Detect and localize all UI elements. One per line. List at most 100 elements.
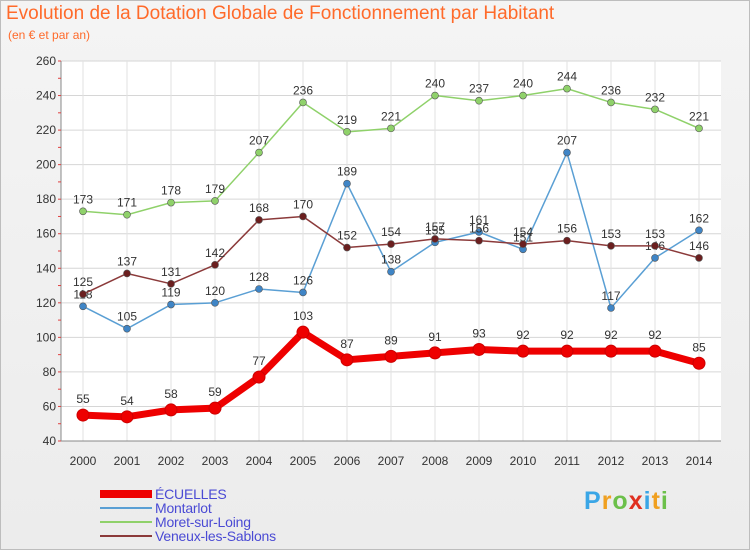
x-tick-label: 2005 <box>290 454 317 468</box>
y-tick-label: 100 <box>36 330 56 344</box>
proxiti-logo: Proxiti <box>584 487 669 516</box>
data-label-montarlot: 105 <box>117 310 137 324</box>
x-tick-label: 2006 <box>334 454 361 468</box>
y-tick-label: 80 <box>43 365 57 379</box>
data-point-veneux-les-sablons <box>79 290 87 298</box>
data-label-montarlot: 117 <box>601 289 620 303</box>
data-point-montarlot <box>255 285 263 293</box>
data-label-cuelles: 92 <box>516 328 530 342</box>
data-label-veneux-les-sablons: 153 <box>601 227 621 241</box>
y-tick-label: 260 <box>36 54 56 68</box>
x-tick-label: 2008 <box>422 454 449 468</box>
data-label-moret-sur-loing: 240 <box>513 77 533 91</box>
data-point-moret-sur-loing <box>651 105 659 114</box>
data-point-cuelles <box>208 401 222 415</box>
y-tick-label: 180 <box>36 192 56 206</box>
x-tick-label: 2009 <box>466 454 493 468</box>
logo-letter: i <box>643 487 652 515</box>
data-point-cuelles <box>472 342 486 356</box>
data-point-cuelles <box>428 346 442 360</box>
data-point-moret-sur-loing <box>475 96 483 105</box>
data-label-cuelles: 58 <box>164 387 178 401</box>
legend-swatch-ecuelles <box>100 490 152 498</box>
data-label-moret-sur-loing: 244 <box>557 70 577 84</box>
data-label-moret-sur-loing: 179 <box>205 182 225 196</box>
logo-letter: P <box>584 487 602 515</box>
data-point-veneux-les-sablons <box>387 240 395 248</box>
data-label-cuelles: 77 <box>252 354 266 368</box>
data-label-moret-sur-loing: 171 <box>117 196 137 210</box>
data-label-cuelles: 59 <box>208 385 222 399</box>
logo-letter: r <box>601 487 613 515</box>
data-point-veneux-les-sablons <box>431 235 439 243</box>
y-tick-label: 120 <box>36 296 56 310</box>
data-point-montarlot <box>343 179 351 188</box>
data-point-veneux-les-sablons <box>123 269 131 278</box>
data-point-moret-sur-loing <box>343 128 351 136</box>
data-label-montarlot: 161 <box>469 213 489 227</box>
data-label-cuelles: 87 <box>340 337 354 351</box>
data-point-cuelles <box>516 344 530 358</box>
y-tick-label: 60 <box>43 399 57 413</box>
legend-label-montarlot: Montarlot <box>155 500 212 516</box>
data-label-moret-sur-loing: 178 <box>161 184 181 198</box>
legend-swatch-moret <box>100 521 152 523</box>
data-label-veneux-les-sablons: 142 <box>205 246 225 260</box>
data-point-moret-sur-loing <box>387 124 395 133</box>
data-label-montarlot: 138 <box>381 253 401 267</box>
data-point-montarlot <box>695 226 703 235</box>
y-tick-label: 40 <box>43 434 57 448</box>
data-point-montarlot <box>167 300 175 309</box>
data-label-veneux-les-sablons: 131 <box>161 265 181 279</box>
data-label-veneux-les-sablons: 170 <box>293 197 313 211</box>
x-tick-label: 2012 <box>598 454 625 468</box>
y-tick-label: 200 <box>36 158 56 172</box>
data-point-moret-sur-loing <box>563 84 571 93</box>
data-point-veneux-les-sablons <box>607 242 615 250</box>
x-tick-label: 2011 <box>554 454 580 468</box>
data-point-moret-sur-loing <box>299 98 307 107</box>
legend-swatch-montarlot <box>100 507 152 509</box>
x-tick-label: 2010 <box>510 454 537 468</box>
data-point-moret-sur-loing <box>695 124 703 133</box>
data-label-montarlot: 128 <box>249 270 269 284</box>
data-point-cuelles <box>692 356 706 370</box>
data-point-moret-sur-loing <box>167 198 175 207</box>
data-label-moret-sur-loing: 219 <box>337 113 357 127</box>
data-point-cuelles <box>340 353 354 367</box>
data-label-cuelles: 55 <box>76 392 90 406</box>
data-point-montarlot <box>563 148 571 157</box>
data-label-moret-sur-loing: 240 <box>425 77 445 91</box>
data-label-montarlot: 155 <box>425 223 445 237</box>
data-point-veneux-les-sablons <box>211 261 219 269</box>
data-point-montarlot <box>607 304 615 312</box>
x-tick-label: 2014 <box>686 454 713 468</box>
data-point-veneux-les-sablons <box>343 243 351 252</box>
data-point-montarlot <box>387 267 395 276</box>
x-tick-label: 2004 <box>246 454 273 468</box>
data-label-moret-sur-loing: 237 <box>469 82 489 96</box>
x-tick-label: 2002 <box>158 454 185 468</box>
data-label-veneux-les-sablons: 154 <box>381 225 401 239</box>
data-label-moret-sur-loing: 173 <box>73 192 93 206</box>
x-tick-label: 2000 <box>70 454 97 468</box>
data-point-cuelles <box>560 344 574 358</box>
x-tick-label: 2013 <box>642 454 669 468</box>
data-label-cuelles: 92 <box>604 328 618 342</box>
data-label-cuelles: 92 <box>560 328 574 342</box>
data-label-cuelles: 103 <box>293 309 313 323</box>
data-point-veneux-les-sablons <box>475 236 483 245</box>
data-point-veneux-les-sablons <box>563 236 571 245</box>
y-tick-label: 220 <box>36 123 56 137</box>
data-label-montarlot: 162 <box>689 211 709 225</box>
data-label-cuelles: 89 <box>384 333 398 347</box>
x-tick-label: 2001 <box>114 454 141 468</box>
data-point-moret-sur-loing <box>79 207 87 216</box>
data-label-veneux-les-sablons: 157 <box>425 220 445 234</box>
data-label-veneux-les-sablons: 137 <box>117 254 137 268</box>
data-label-cuelles: 92 <box>648 328 662 342</box>
data-point-moret-sur-loing <box>607 98 615 107</box>
x-tick-label: 2003 <box>202 454 229 468</box>
data-label-montarlot: 207 <box>557 134 577 148</box>
